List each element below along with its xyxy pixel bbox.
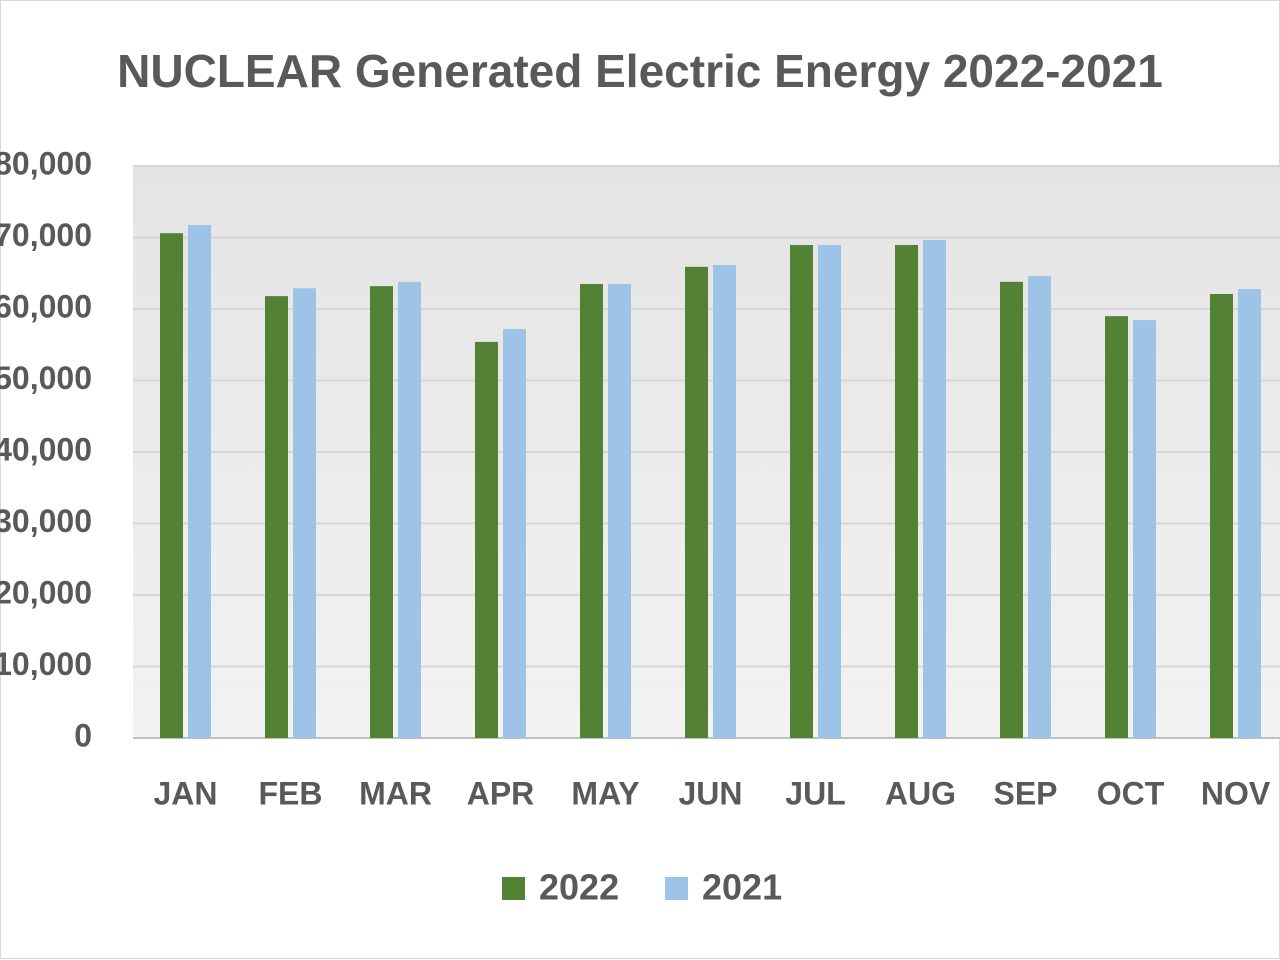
x-tick-label: MAY xyxy=(571,775,639,811)
bar xyxy=(818,245,841,738)
legend-swatch xyxy=(502,877,525,900)
y-tick-label: 60,000 xyxy=(0,288,92,324)
bar xyxy=(790,245,813,738)
y-tick-label: 10,000 xyxy=(0,646,92,682)
x-tick-label: NOV xyxy=(1201,775,1271,811)
bar xyxy=(895,245,918,738)
y-tick-label: 20,000 xyxy=(0,574,92,610)
bar xyxy=(188,224,211,739)
bar xyxy=(580,283,603,738)
bar xyxy=(265,296,288,738)
bar xyxy=(398,281,421,738)
bar xyxy=(608,283,631,738)
bar xyxy=(1238,288,1261,738)
bar xyxy=(1210,293,1233,738)
y-tick-label: 30,000 xyxy=(0,503,92,539)
x-tick-label: FEB xyxy=(259,775,323,811)
bar xyxy=(475,341,498,738)
legend-swatch xyxy=(665,877,688,900)
bar xyxy=(1000,281,1023,738)
bar xyxy=(713,265,736,738)
x-tick-label: AUG xyxy=(885,775,956,811)
chart-title: NUCLEAR Generated Electric Energy 2022-2… xyxy=(117,45,1163,97)
bar xyxy=(160,233,183,738)
x-tick-label: OCT xyxy=(1097,775,1165,811)
legend-label: 2022 xyxy=(539,867,619,908)
bar xyxy=(293,288,316,738)
y-tick-label: 70,000 xyxy=(0,217,92,253)
x-tick-label: JUL xyxy=(785,775,845,811)
bar xyxy=(685,266,708,738)
x-tick-label: SEP xyxy=(993,775,1057,811)
bar xyxy=(1105,316,1128,738)
y-tick-label: 50,000 xyxy=(0,360,92,396)
bar xyxy=(1133,320,1156,738)
bar xyxy=(503,329,526,738)
bar xyxy=(923,240,946,738)
x-tick-label: MAR xyxy=(359,775,432,811)
bar xyxy=(370,286,393,738)
x-tick-label: JUN xyxy=(678,775,742,811)
y-tick-label: 0 xyxy=(74,717,92,753)
x-tick-label: APR xyxy=(467,775,535,811)
bar xyxy=(1028,276,1051,738)
y-tick-label: 40,000 xyxy=(0,431,92,467)
y-tick-label: 80,000 xyxy=(0,145,92,181)
legend-label: 2021 xyxy=(702,867,782,908)
x-tick-label: JAN xyxy=(153,775,217,811)
